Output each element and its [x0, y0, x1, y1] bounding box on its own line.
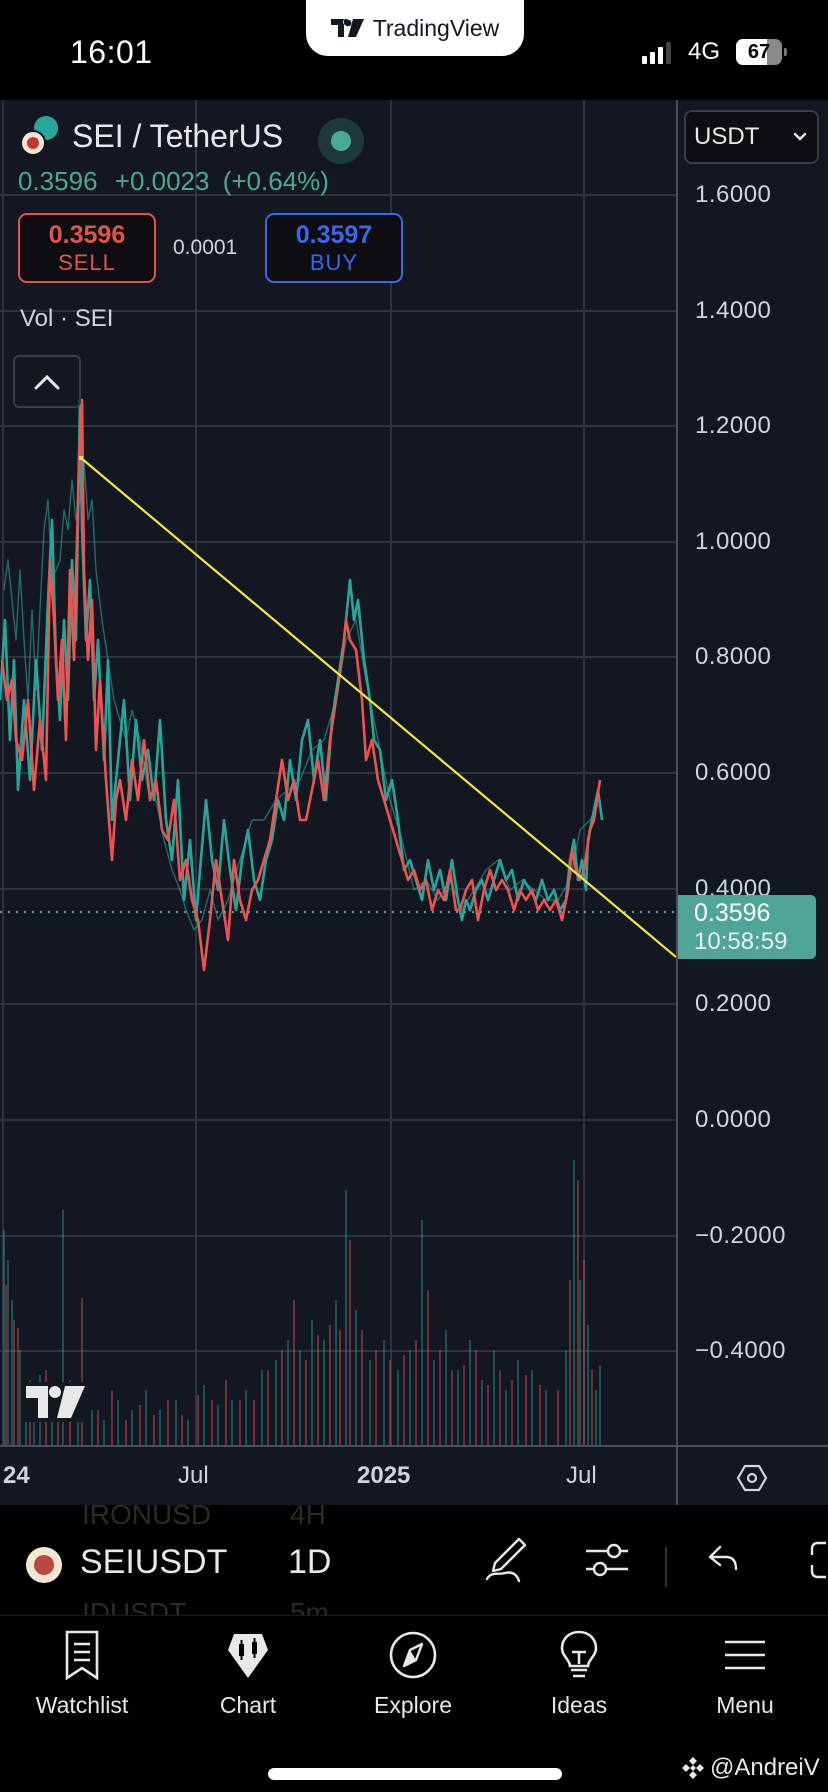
binance-logo-icon [682, 1757, 704, 1779]
buy-price: 0.3597 [295, 220, 373, 249]
price-axis-label: 1.0000 [695, 528, 772, 555]
chart-settings-button[interactable] [736, 1462, 768, 1499]
nav-label: Ideas [550, 1692, 608, 1718]
sell-label: SELL [58, 249, 116, 275]
price-chart-plot[interactable] [0, 100, 676, 1445]
author-handle: @AndreiV [710, 1754, 820, 1781]
time-axis-label: 2025 [357, 1462, 411, 1489]
price-axis-divider [676, 100, 678, 1505]
price-axis-label: 1.4000 [695, 297, 772, 324]
nav-menu[interactable]: Menu [680, 1630, 810, 1719]
watchlist-icon [65, 1630, 99, 1680]
price-axis-label: 0.2000 [695, 990, 772, 1017]
lightbulb-icon [560, 1630, 598, 1678]
last-price-tag: 0.3596 10:58:59 [678, 895, 816, 959]
symbol-selector[interactable]: SEIUSDT [80, 1543, 228, 1581]
spread-value: 0.0001 [173, 236, 238, 259]
price-change-percent: (+0.64%) [222, 166, 329, 196]
symbol-title[interactable]: SEI / TetherUS [72, 117, 284, 154]
nav-label: Watchlist [35, 1692, 129, 1718]
status-bar: 16:01 TradingView 4G 67 [0, 0, 828, 100]
compass-icon [389, 1631, 437, 1679]
cell-signal-icon [642, 42, 671, 64]
price-axis-label: 0.6000 [695, 759, 772, 786]
drawing-tools-button[interactable] [483, 1535, 529, 1590]
chevron-up-icon [34, 374, 60, 389]
volume-bars [3, 1160, 601, 1445]
interval-selector[interactable]: 1D [288, 1543, 332, 1581]
sei-usdt-coin-icon [18, 114, 62, 158]
battery-nub [784, 48, 787, 56]
nav-watchlist[interactable]: Watchlist [17, 1630, 147, 1719]
tradingview-watermark-icon [22, 1382, 88, 1427]
collapse-legend-button[interactable] [13, 355, 81, 408]
chart-icon [228, 1634, 268, 1678]
quote-summary: 0.3596 +0.0023 (+0.64%) [18, 166, 329, 197]
menu-icon [725, 1640, 765, 1670]
brand-name: TradingView [372, 14, 500, 41]
last-price: 0.3596 [18, 166, 98, 196]
chevron-down-icon [793, 132, 807, 141]
nav-ideas[interactable]: Ideas [514, 1630, 644, 1719]
price-axis-label: 0.0000 [695, 1106, 772, 1133]
ghost-symbol-above: IRONUSD [82, 1499, 212, 1530]
toolbar-separator [665, 1547, 667, 1587]
author-credit: @AndreiV [680, 1754, 820, 1782]
home-indicator[interactable] [268, 1768, 562, 1780]
time-axis-label: Jul [178, 1462, 209, 1489]
currency-select[interactable]: USDT [684, 110, 819, 164]
buy-label: BUY [309, 249, 359, 275]
time-axis-label: Jul [566, 1462, 597, 1489]
nav-label: Menu [716, 1692, 774, 1718]
price-candles [0, 398, 604, 972]
price-axis-label: 0.8000 [695, 643, 772, 670]
bar-countdown: 10:58:59 [694, 927, 788, 955]
price-change: +0.0023 [114, 166, 210, 196]
volume-indicator-legend[interactable]: Vol · SEI [20, 305, 114, 332]
ghost-interval-above: 4H [290, 1499, 326, 1530]
last-price-tag-value: 0.3596 [694, 898, 771, 927]
bottom-navigation: Watchlist Chart Explore Ideas Menu [0, 1615, 828, 1792]
sei-coin-icon [26, 1547, 62, 1583]
fullscreen-icon [810, 1541, 826, 1579]
undo-button[interactable] [706, 1535, 742, 1590]
time-axis-label: 24 [3, 1462, 30, 1489]
chart-legend[interactable]: SEI / TetherUS [18, 114, 283, 158]
sell-button[interactable]: 0.3596 SELL [18, 213, 156, 283]
clock: 16:01 [70, 34, 153, 70]
market-open-status-icon[interactable] [318, 118, 364, 164]
price-axis-label: −0.4000 [695, 1337, 786, 1364]
network-type: 4G [688, 38, 721, 65]
nav-label: Explore [374, 1692, 452, 1718]
price-axis-label: 1.2000 [695, 412, 772, 439]
nav-explore[interactable]: Explore [348, 1630, 478, 1719]
pencil-icon [485, 1537, 527, 1583]
buy-button[interactable]: 0.3597 BUY [265, 213, 403, 283]
grid-lines [0, 100, 676, 1445]
hexagon-settings-icon [736, 1464, 768, 1492]
undo-icon [708, 1545, 738, 1571]
chart-area[interactable]: SEI / TetherUS 0.3596 +0.0023 (+0.64%) 0… [0, 100, 828, 1505]
fullscreen-button[interactable] [806, 1535, 828, 1590]
sliders-icon [586, 1543, 628, 1577]
price-axis-label: 1.6000 [695, 181, 772, 208]
symbol-toolbar: IRONUSD 4H IDUSDT 5m SEIUSDT 1D [0, 1499, 828, 1628]
trendline [80, 457, 676, 958]
price-axis-label: −0.2000 [695, 1222, 786, 1249]
battery-icon: 67 [736, 39, 782, 65]
currency-value: USDT [694, 123, 760, 150]
indicators-button[interactable] [584, 1535, 630, 1590]
time-axis-divider [0, 1445, 828, 1447]
tradingview-logo-icon [330, 19, 364, 37]
tradingview-banner: TradingView [306, 0, 524, 56]
sell-price: 0.3596 [48, 220, 126, 249]
nav-label: Chart [219, 1692, 277, 1718]
nav-chart[interactable]: Chart [183, 1630, 313, 1719]
